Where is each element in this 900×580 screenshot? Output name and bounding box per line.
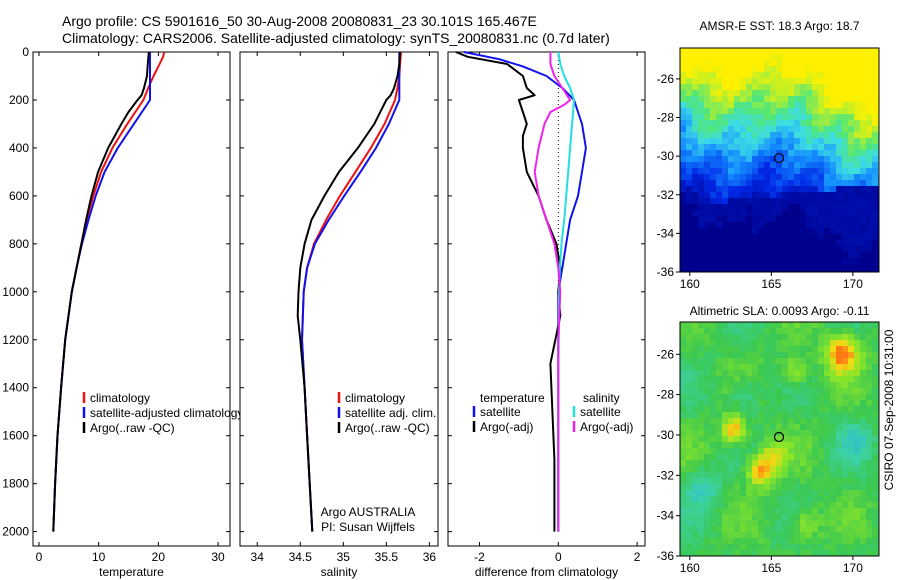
y-tick-label: 200: [9, 93, 29, 107]
side-label: CSIRO 07-Sep-2008 10:31:00: [882, 329, 896, 490]
header-line-1: Argo profile: CS 5901616_50 30-Aug-2008 …: [62, 13, 537, 29]
argo-position-marker: [773, 152, 785, 164]
x-tick-label: 170: [843, 277, 863, 291]
series-line-2: [296, 51, 402, 532]
x-tick-label: 35: [337, 550, 351, 564]
x-tick-label: 165: [761, 277, 781, 291]
y-tick-label: 2000: [2, 525, 29, 539]
y-tick-label: -30: [657, 149, 675, 163]
y-tick-label: -28: [657, 388, 675, 402]
x-tick-label: 2: [634, 550, 641, 564]
x-tick-label: 20: [152, 550, 166, 564]
x-tick-label: 10: [92, 550, 106, 564]
y-tick-label: 600: [9, 189, 29, 203]
x-tick-label: 0: [555, 550, 562, 564]
salinity-panel: 34 34.5 35 35.5 36 salinity climatologysatelli…: [239, 51, 439, 579]
y-tick-label: 1400: [2, 381, 29, 395]
y-tick-label: -34: [657, 226, 675, 240]
y-tick-label: 1800: [2, 477, 29, 491]
map-field: [680, 322, 879, 556]
legend-entry: satellite: [580, 405, 621, 419]
y-tick-label: 1600: [2, 429, 29, 443]
float-program-label: Argo AUSTRALIA: [321, 505, 416, 519]
y-tick-label: 1000: [2, 285, 29, 299]
x-tick-label: 35.5: [375, 550, 399, 564]
map-frame: [679, 321, 880, 557]
series-line-2: [52, 51, 150, 532]
x-axis-label: temperature: [99, 565, 164, 579]
x-tick-label: -2: [474, 550, 485, 564]
y-tick-label: 0: [22, 45, 29, 59]
y-tick-label: -30: [657, 428, 675, 442]
legend-entry: satellite adj. clim.: [345, 406, 436, 420]
legend-entry: satellite: [480, 405, 521, 419]
y-tick-label: -26: [657, 72, 675, 86]
difference-panel: -2 0 2 difference from climatology temperatu…: [447, 51, 646, 579]
x-axis-label: difference from climatology: [475, 565, 618, 579]
map-title: Altimetric SLA: 0.0093 Argo: -0.11: [690, 304, 870, 318]
legend-entry: Argo(-adj): [480, 420, 533, 434]
legend-entry: climatology: [90, 391, 150, 405]
plot-frame: [239, 51, 439, 547]
temperature-panel: 0 10 20 30 0 200 400 600 800 1000 1200 1400 1600 1800…: [2, 45, 243, 579]
y-tick-label: 800: [9, 237, 29, 251]
y-tick-label: -32: [657, 188, 675, 202]
map-title: AMSR-E SST: 18.3 Argo: 18.7: [699, 19, 859, 33]
legend-entry: Argo(-adj): [580, 420, 633, 434]
plot-frame: [32, 51, 231, 547]
header-line-2: Climatology: CARS2006. Satellite-adjuste…: [62, 30, 610, 46]
x-tick-label: 34.5: [289, 550, 313, 564]
float-pi-label: PI: Susan Wijffels: [321, 520, 415, 534]
legend-title: temperature: [480, 391, 545, 405]
x-tick-label: 170: [843, 561, 863, 575]
map-field: [680, 48, 879, 272]
series-line-3: [533, 52, 572, 532]
y-tick-label: -36: [657, 549, 675, 563]
y-tick-label: -28: [657, 111, 675, 125]
legend-title: salinity: [583, 391, 620, 405]
sst-map-panel: AMSR-E SST: 18.3 Argo: 18.7 -26 -28 -30 -32 -…: [657, 19, 880, 291]
y-tick-label: -36: [657, 265, 675, 279]
legend-entry: Argo(..raw -QC): [90, 421, 175, 435]
series-line-1: [455, 51, 562, 532]
x-tick-label: 36: [423, 550, 437, 564]
legend-entry: satellite-adjusted climatology: [90, 406, 243, 420]
y-tick-label: -32: [657, 468, 675, 482]
legend-entry: Argo(..raw -QC): [345, 421, 430, 435]
sla-map-panel: Altimetric SLA: 0.0093 Argo: -0.11 -26 -28…: [657, 304, 880, 575]
argo-position-marker: [773, 431, 785, 443]
x-tick-label: 160: [680, 561, 700, 575]
map-frame: [679, 47, 880, 273]
y-tick-label: 400: [9, 141, 29, 155]
x-tick-label: 165: [761, 561, 781, 575]
y-tick-label: -34: [657, 509, 675, 523]
x-tick-label: 34: [251, 550, 265, 564]
x-tick-label: 160: [680, 277, 700, 291]
legend-entry: climatology: [345, 391, 405, 405]
y-tick-label: 1200: [2, 333, 29, 347]
y-tick-label: -26: [657, 347, 675, 361]
x-axis-label: salinity: [321, 565, 358, 579]
plot-frame: [447, 51, 646, 547]
x-tick-label: 30: [211, 550, 225, 564]
x-tick-label: 0: [36, 550, 43, 564]
